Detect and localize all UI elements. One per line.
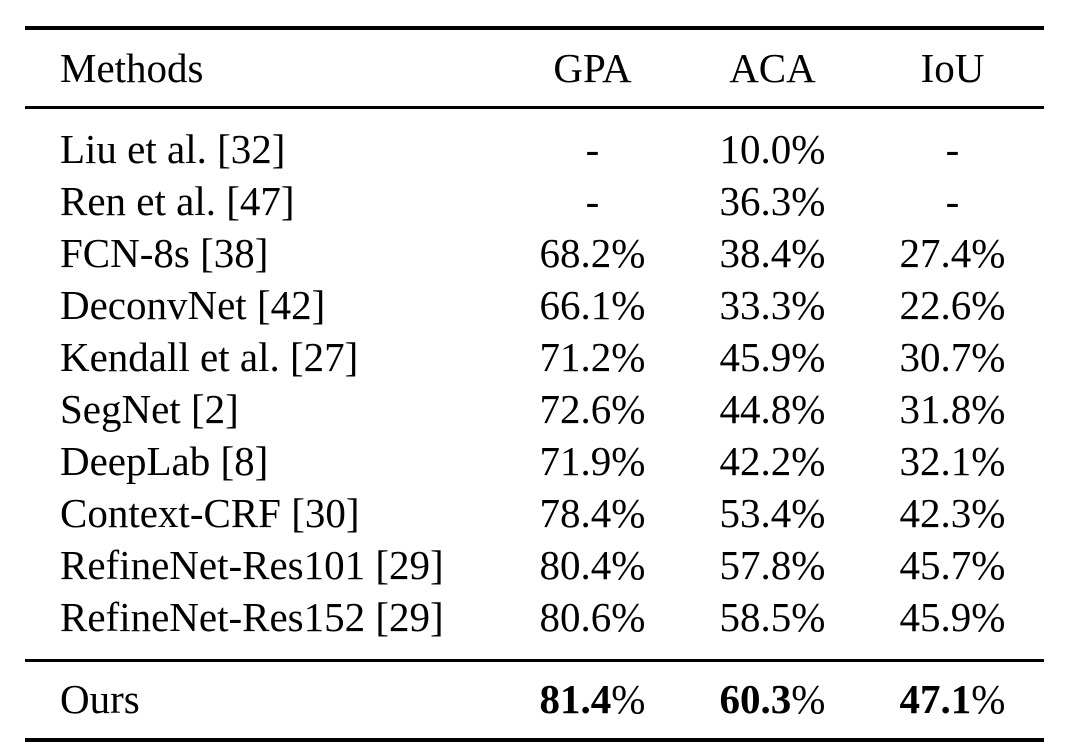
header-iou: IoU [920, 45, 985, 91]
method-cell: SegNet [2] [60, 386, 239, 432]
bottom-rule [25, 738, 1044, 742]
aca-cell: 53.4% [719, 490, 826, 536]
gpa-cell: 80.6% [539, 594, 646, 640]
gpa-cell: 78.4% [539, 490, 646, 536]
ours-iou-cell: 47.1% [880, 673, 1025, 725]
gpa-cell: - [585, 126, 600, 172]
aca-cell: 33.3% [719, 282, 826, 328]
iou-cell: 32.1% [899, 438, 1006, 484]
header-row: Methods GPA ACA IoU [0, 42, 1068, 94]
gpa-cell: 80.4% [539, 542, 646, 588]
ours-gpa-value: 81.4 [539, 676, 612, 722]
ours-aca-percent: % [791, 676, 826, 722]
table-row: Ren et al. [47] - 36.3% - [0, 175, 1068, 227]
gpa-cell: 68.2% [539, 230, 646, 276]
aca-cell: 38.4% [719, 230, 826, 276]
table-row: DeepLab [8] 71.9% 42.2% 32.1% [0, 435, 1068, 487]
table-row: Kendall et al. [27] 71.2% 45.9% 30.7% [0, 331, 1068, 383]
method-cell: Ren et al. [47] [60, 178, 295, 224]
iou-cell: 45.7% [899, 542, 1006, 588]
method-cell: DeconvNet [42] [60, 282, 326, 328]
aca-cell: 58.5% [719, 594, 826, 640]
iou-cell: 45.9% [899, 594, 1006, 640]
method-cell: FCN-8s [38] [60, 230, 269, 276]
ours-aca-value: 60.3 [719, 676, 792, 722]
iou-cell: 31.8% [899, 386, 1006, 432]
gpa-cell: 66.1% [539, 282, 646, 328]
top-rule [25, 26, 1044, 30]
method-cell: RefineNet-Res101 [29] [60, 542, 444, 588]
method-cell: RefineNet-Res152 [29] [60, 594, 444, 640]
gpa-cell: 71.9% [539, 438, 646, 484]
table-row: RefineNet-Res152 [29] 80.6% 58.5% 45.9% [0, 591, 1068, 643]
iou-cell: 27.4% [899, 230, 1006, 276]
iou-cell: 30.7% [899, 334, 1006, 380]
gpa-cell: - [585, 178, 600, 224]
ours-separator-rule [25, 659, 1044, 662]
table-row: DeconvNet [42] 66.1% 33.3% 22.6% [0, 279, 1068, 331]
ours-row: Ours 81.4% 60.3% 47.1% [0, 673, 1068, 725]
table-row: Context-CRF [30] 78.4% 53.4% 42.3% [0, 487, 1068, 539]
aca-cell: 36.3% [719, 178, 826, 224]
ours-iou-value: 47.1 [899, 676, 972, 722]
iou-cell: 22.6% [899, 282, 1006, 328]
aca-cell: 42.2% [719, 438, 826, 484]
method-cell: DeepLab [8] [60, 438, 269, 484]
iou-cell: - [945, 178, 960, 224]
ours-method-cell: Ours [60, 676, 140, 722]
method-cell: Context-CRF [30] [60, 490, 360, 536]
table-row: SegNet [2] 72.6% 44.8% 31.8% [0, 383, 1068, 435]
table-row: FCN-8s [38] 68.2% 38.4% 27.4% [0, 227, 1068, 279]
iou-cell: 42.3% [899, 490, 1006, 536]
header-methods: Methods [60, 45, 204, 91]
method-cell: Kendall et al. [27] [60, 334, 359, 380]
method-cell: Liu et al. [32] [60, 126, 286, 172]
aca-cell: 10.0% [719, 126, 826, 172]
header-gpa: GPA [553, 45, 632, 91]
ours-gpa-cell: 81.4% [520, 673, 665, 725]
aca-cell: 44.8% [719, 386, 826, 432]
ours-aca-cell: 60.3% [700, 673, 845, 725]
header-aca: ACA [729, 45, 816, 91]
header-rule [25, 106, 1044, 109]
gpa-cell: 72.6% [539, 386, 646, 432]
table-row: Liu et al. [32] - 10.0% - [0, 123, 1068, 175]
table-row: RefineNet-Res101 [29] 80.4% 57.8% 45.7% [0, 539, 1068, 591]
gpa-cell: 71.2% [539, 334, 646, 380]
ours-gpa-percent: % [611, 676, 646, 722]
aca-cell: 57.8% [719, 542, 826, 588]
ours-iou-percent: % [971, 676, 1006, 722]
iou-cell: - [945, 126, 960, 172]
aca-cell: 45.9% [719, 334, 826, 380]
